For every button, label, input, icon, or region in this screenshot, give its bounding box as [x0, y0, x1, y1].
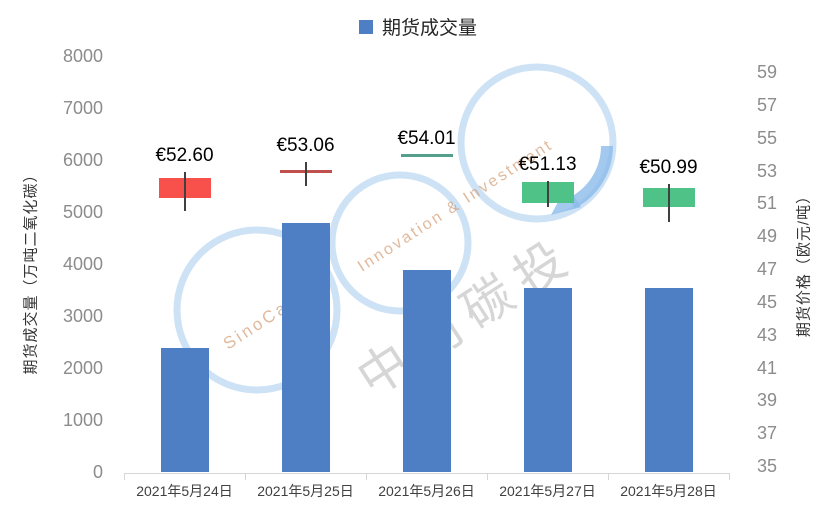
volume-bar	[523, 288, 572, 472]
x-axis-tick-mark	[487, 473, 488, 480]
volume-bar	[281, 223, 330, 472]
candle-body	[400, 153, 453, 157]
x-axis-tick-mark	[124, 473, 125, 480]
x-axis-tick-mark	[729, 473, 730, 480]
candle-price-label: €52.60	[155, 144, 214, 166]
y-axis-tick-label-left: 2000	[62, 358, 103, 378]
y-axis-tick-label-left: 6000	[62, 150, 103, 170]
x-axis-category-label: 2021年5月24日	[136, 483, 233, 499]
y-axis-tick-label-right: 57	[757, 94, 778, 115]
x-axis-category-label: 2021年5月25日	[257, 483, 354, 499]
x-axis-tick-mark	[608, 473, 609, 480]
y-axis-tick-label-right: 39	[757, 390, 778, 411]
x-axis-tick-mark	[245, 473, 246, 480]
y-axis-tick-label-left: 4000	[62, 254, 103, 274]
y-axis-tick-label-left: 3000	[62, 306, 103, 326]
y-axis-tick-label-left: 0	[92, 462, 103, 482]
candle-wick	[546, 181, 549, 207]
watermark-circle	[457, 63, 617, 223]
y-axis-tick-label-right: 43	[757, 324, 778, 345]
candle-wick	[304, 161, 307, 187]
x-axis-line	[124, 473, 730, 474]
volume-bar	[402, 270, 451, 472]
y-axis-tick-label-right: 47	[757, 259, 778, 279]
y-axis-tick-label-left: 1000	[62, 410, 103, 430]
y-axis-tick-label-right: 51	[757, 193, 778, 214]
watermark-circle	[173, 226, 341, 394]
candle-price-label: €51.13	[518, 154, 577, 176]
candle-price-label: €53.06	[276, 134, 335, 156]
x-axis-category-label: 2021年5月26日	[378, 483, 475, 499]
y-axis-tick-label-left: 8000	[62, 46, 103, 66]
y-axis-tick-label-right: 49	[757, 226, 778, 247]
volume-bar	[160, 348, 209, 472]
y-axis-tick-label-right: 45	[757, 291, 778, 312]
y-axis-tick-label-left: 7000	[62, 98, 103, 118]
legend-label: 期货成交量	[381, 18, 477, 39]
y-axis-tick-label-right: 41	[757, 357, 778, 378]
x-axis-category-label: 2021年5月27日	[499, 483, 596, 499]
candle-wick	[183, 171, 186, 211]
x-axis-category-label: 2021年5月28日	[620, 483, 717, 499]
watermark-arrow-icon	[569, 145, 613, 209]
candle-wick	[667, 183, 670, 222]
candle-price-label: €50.99	[639, 156, 698, 178]
y-axis-tick-label-right: 59	[757, 62, 778, 82]
watermark-circle	[328, 171, 472, 315]
y-axis-tick-label-right: 35	[757, 456, 778, 476]
x-axis-tick-mark	[366, 473, 367, 480]
y-axis-tick-label-right: 55	[757, 127, 778, 148]
candle-price-label: €54.01	[397, 127, 456, 149]
y-axis-tick-label-left: 5000	[62, 202, 103, 222]
y-axis-tick-label-right: 37	[757, 423, 778, 444]
legend: 期货成交量	[0, 13, 836, 40]
volume-bar	[644, 288, 693, 472]
y-axis-tick-label-right: 53	[757, 160, 778, 181]
legend-swatch-icon	[358, 19, 373, 34]
